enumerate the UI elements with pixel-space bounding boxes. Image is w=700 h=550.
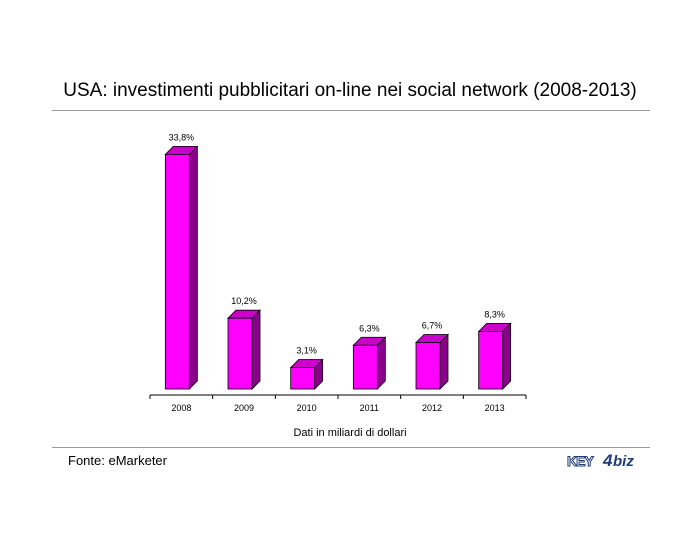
data-label-2011: 6,3% xyxy=(359,323,380,333)
bar-2008 xyxy=(164,153,190,390)
bar-2009 xyxy=(227,317,253,390)
bar-2011 xyxy=(352,344,378,390)
data-label-2012: 6,7% xyxy=(422,320,443,330)
logo-4-text: 4 xyxy=(603,451,613,470)
bar-2012 xyxy=(415,342,441,390)
chart-title: USA: investimenti pubblicitari on-line n… xyxy=(63,80,637,101)
category-label-2009: 2009 xyxy=(234,403,254,413)
bar-side-2013 xyxy=(502,322,512,390)
bar-side-2008 xyxy=(188,145,198,390)
data-label-2013: 8,3% xyxy=(484,309,505,319)
category-label-2012: 2012 xyxy=(422,403,442,413)
data-label-2010: 3,1% xyxy=(296,345,317,355)
data-label-2008: 33,8% xyxy=(169,132,195,142)
data-label-2009: 10,2% xyxy=(231,296,257,306)
bar-2010 xyxy=(290,367,316,390)
bar-chart: 33,8% 2008 10,2% 2009 3,1% 2010 6,3% 2011 6,7% 20… xyxy=(149,132,527,413)
category-label-2011: 2011 xyxy=(360,403,379,413)
bar-side-2009 xyxy=(251,309,261,390)
bar-side-2011 xyxy=(376,336,386,390)
category-label-2008: 2008 xyxy=(171,403,191,413)
source-note: Fonte: eMarketer xyxy=(68,453,167,468)
category-label-2010: 2010 xyxy=(297,403,317,413)
x-axis-label: Dati in miliardi di dollari xyxy=(293,427,407,439)
footer-divider xyxy=(52,447,650,448)
logo-key-text: KEY xyxy=(567,453,595,470)
bar-side-2012 xyxy=(439,333,449,390)
category-label-2013: 2013 xyxy=(485,403,505,413)
key4biz-logo: KEY 4 biz xyxy=(567,451,643,473)
title-divider xyxy=(52,110,650,111)
logo-biz-text: biz xyxy=(613,453,634,470)
bar-2013 xyxy=(478,330,504,390)
